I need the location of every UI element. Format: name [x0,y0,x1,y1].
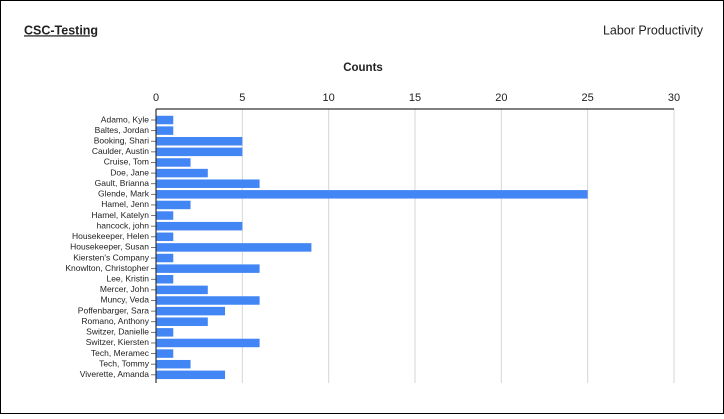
y-tick-label: Hamel, Katelyn [91,210,149,220]
y-tick-label: Hamel, Jenn [101,199,149,209]
bar [156,296,260,305]
bar [156,370,226,380]
y-tick-label: Tech, Meramec [91,348,150,358]
bar [156,264,260,273]
y-tick-label: Booking, Shari [94,135,149,145]
y-tick-label: Poffenbarger, Sara [78,305,149,315]
y-tick-label: Cruise, Tom [104,157,149,167]
x-tick-label: 20 [495,92,507,104]
x-tick-label: 5 [239,92,245,104]
x-tick-label: 10 [323,92,335,104]
bar [156,179,260,188]
bar [156,158,191,167]
bar [156,136,243,146]
bar [156,359,191,369]
bar [156,306,226,316]
y-tick-label: Baltes, Jordan [95,125,150,135]
y-tick-label: Tech, Tommy [99,358,150,368]
bar [156,349,174,358]
bar [156,190,588,199]
y-tick-label: Gault, Brianna [95,178,150,188]
bar [156,126,174,135]
chart-title: Counts [343,62,383,74]
bar [156,115,174,125]
bar [156,338,260,348]
y-tick-label: Mercer, John [100,284,149,294]
bar [156,317,208,326]
bar [156,253,174,263]
bar [156,200,191,210]
y-tick-label: Doe, Jane [110,167,149,177]
x-tick-label: 15 [409,92,421,104]
x-tick-label: 0 [153,92,159,104]
bar [156,232,174,242]
report-title: CSC-Testing [24,23,98,37]
y-tick-label: hancock, john [97,220,150,230]
y-tick-label: Muncy, Veda [100,295,149,305]
bar [156,285,208,295]
y-tick-label: Romano, Anthony [81,316,149,326]
bar [156,275,174,284]
bar [156,328,174,337]
y-tick-label: Kiersten's Company [73,252,150,262]
y-tick-label: Adamo, Kyle [101,114,149,124]
bar [156,221,243,231]
y-tick-label: Viverette, Amanda [80,369,150,379]
x-tick-label: 25 [582,92,594,104]
x-tick-label: 30 [668,92,680,104]
y-tick-label: Knowlton, Christopher [65,263,149,273]
y-tick-label: Housekeeper, Helen [72,231,149,241]
y-tick-label: Lee, Kristin [106,274,149,284]
y-tick-label: Housekeeper, Susan [70,242,149,252]
bar [156,243,312,252]
y-tick-label: Switzer, Danielle [86,327,149,337]
y-tick-label: Caulder, Austin [92,146,149,156]
bar [156,168,208,178]
y-tick-label: Switzer, Kiersten [86,337,150,347]
bar [156,147,243,157]
y-tick-label: Glende, Mark [98,189,150,199]
report-subtitle: Labor Productivity [603,23,704,37]
bar [156,211,174,220]
